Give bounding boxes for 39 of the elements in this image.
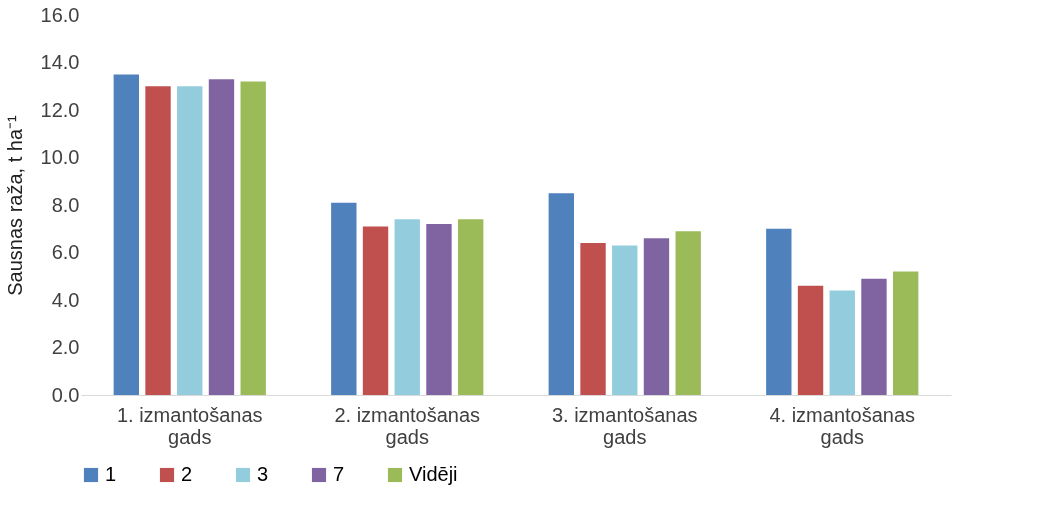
y-tick-label: 12.0 [40, 98, 80, 121]
bar [675, 231, 701, 395]
y-axis-title: Sausnas raža, t ha⁻¹ [3, 114, 26, 296]
y-tick-label: 2.0 [51, 336, 80, 358]
y-tick-label: 14.0 [40, 51, 80, 73]
x-tick-label: 4. izmantošanas gads [769, 403, 916, 448]
x-tick-label: 3. izmantošanas gads [551, 403, 698, 448]
bar [145, 86, 171, 395]
x-tick-label: 2. izmantošanas gads [334, 403, 481, 448]
bar [797, 285, 824, 395]
legend-label: Vidēji [409, 463, 458, 485]
bar [861, 278, 887, 395]
legend-label: 2 [181, 463, 193, 485]
bar [208, 79, 235, 395]
bar [612, 245, 638, 395]
y-tick-label: 10.0 [40, 146, 80, 168]
bar [394, 219, 420, 395]
bar [643, 238, 670, 395]
y-tick-label: 8.0 [51, 193, 80, 216]
bar [240, 81, 266, 395]
y-tick-label: 4.0 [51, 288, 80, 311]
bar [362, 226, 389, 395]
y-tick-label: 6.0 [51, 241, 80, 263]
legend-label: 7 [333, 463, 345, 485]
y-tick-label: 16.0 [40, 3, 80, 26]
legend-label: 3 [257, 463, 269, 485]
bar [893, 271, 919, 395]
bar [548, 193, 574, 395]
bar [177, 86, 203, 395]
y-tick-label: 0.0 [51, 383, 80, 406]
bar [331, 202, 357, 395]
bar [580, 243, 606, 395]
bar [829, 290, 855, 395]
x-tick-label: 1. izmantošanas gads [116, 403, 263, 448]
bar [766, 228, 792, 395]
bar [113, 74, 139, 395]
bar [458, 219, 484, 395]
legend-label: 1 [105, 463, 117, 485]
bar [426, 224, 452, 395]
